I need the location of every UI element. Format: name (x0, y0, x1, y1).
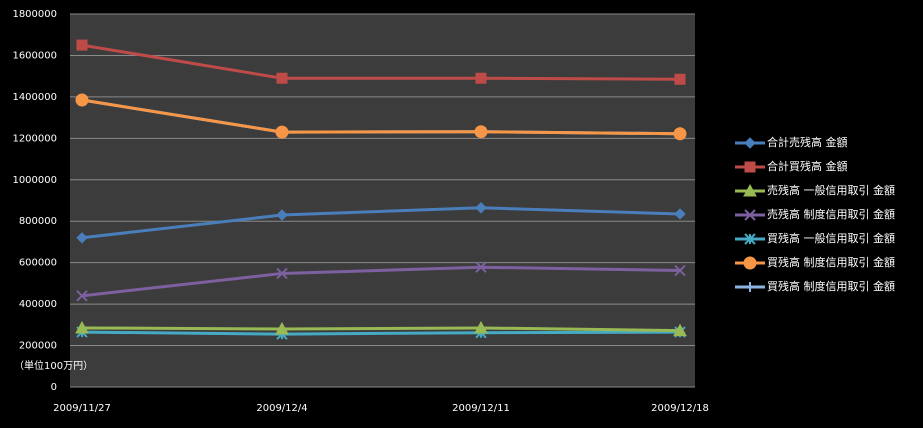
series-line (81, 43, 681, 81)
y-tick-label: 400000 (19, 299, 57, 310)
y-tick-label: 0 (51, 382, 57, 393)
y-tick-label: 1200000 (12, 133, 57, 144)
legend-label: 買残高 制度信用取引 金額 (767, 279, 895, 293)
legend-marker (744, 209, 756, 221)
legend-label: 売残高 一般信用取引 金額 (767, 183, 895, 197)
legend-label: 売残高 制度信用取引 金額 (767, 207, 895, 221)
legend-label: 買残高 制度信用取引 金額 (767, 255, 895, 269)
series (75, 93, 687, 141)
legend-marker (745, 282, 755, 292)
y-tick-label: 1600000 (12, 50, 57, 61)
x-tick-label: 2009/12/11 (452, 403, 510, 414)
series-line (81, 330, 681, 336)
y-tick-label: 600000 (19, 258, 57, 269)
point (474, 320, 488, 334)
series (76, 39, 686, 85)
x-tick-label: 2009/12/4 (256, 403, 307, 414)
point (276, 72, 288, 84)
point (75, 320, 89, 334)
point (76, 232, 88, 244)
point (673, 127, 687, 141)
point (275, 321, 289, 335)
point (276, 209, 288, 221)
series-line (81, 98, 681, 136)
point (674, 208, 686, 220)
y-tick-label: 1000000 (12, 175, 57, 186)
point (673, 323, 687, 337)
point (276, 267, 288, 280)
y-tick-label: 200000 (19, 341, 57, 352)
point (475, 261, 487, 273)
point (275, 125, 289, 139)
legend-marker (743, 256, 757, 270)
series-line (81, 265, 681, 298)
series-line (81, 206, 681, 240)
unit-annotation: （単位100万円） (14, 359, 93, 372)
legend-marker (744, 233, 756, 245)
point (75, 93, 89, 107)
point (76, 290, 88, 302)
legend-label: 合計売残高 金額 (767, 135, 848, 149)
legend-marker (744, 161, 756, 173)
legend-marker (744, 137, 756, 149)
y-tick-label: 1400000 (12, 92, 57, 103)
series (75, 320, 687, 337)
x-tick-label: 2009/12/18 (651, 403, 709, 414)
y-tick-label: 1800000 (12, 9, 57, 20)
point (674, 264, 686, 277)
x-tick-label: 2009/11/27 (53, 403, 111, 414)
point (474, 125, 488, 139)
series (76, 261, 686, 302)
y-tick-label: 800000 (19, 216, 57, 227)
point (674, 73, 686, 85)
plot-area (70, 14, 695, 387)
point (76, 39, 88, 51)
legend-label: 買残高 一般信用取引 金額 (767, 231, 895, 245)
legend-label: 合計買残高 金額 (767, 159, 848, 173)
series-line (81, 326, 681, 333)
legend-marker (743, 183, 757, 197)
point (475, 72, 487, 84)
series (76, 202, 686, 244)
point (475, 202, 487, 214)
